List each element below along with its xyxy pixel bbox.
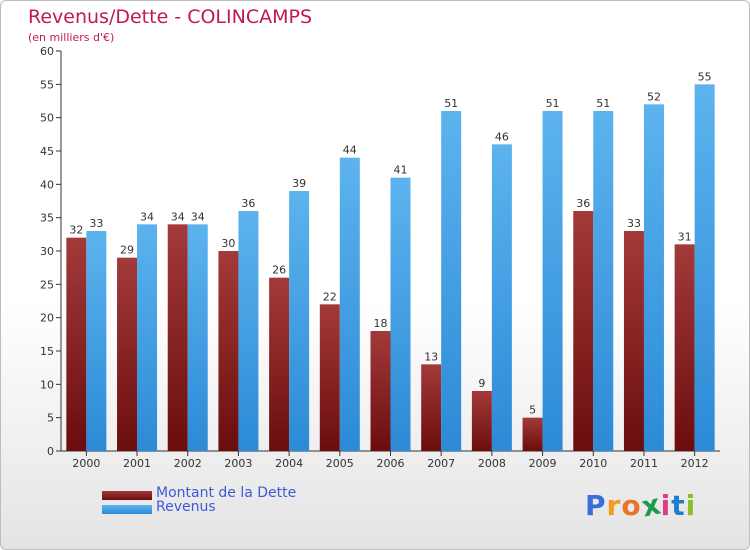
dette-bar (471, 391, 492, 451)
dette-value-label: 33 (627, 217, 641, 230)
x-tick-label: 2006 (377, 457, 405, 470)
dette-bar (421, 364, 442, 451)
chart-title: Revenus/Dette - COLINCAMPS (28, 6, 312, 28)
dette-bar (167, 224, 188, 451)
logo-letter: t (671, 489, 686, 522)
logo-letter: r (606, 489, 622, 522)
legend-label-dette: Montant de la Dette (156, 485, 297, 501)
x-tick-label: 2007 (427, 457, 455, 470)
y-tick-label: 55 (40, 78, 54, 91)
dette-bar (674, 244, 695, 451)
revenus-value-label: 55 (698, 70, 712, 83)
revenus-bar (289, 191, 310, 451)
y-tick-label: 50 (40, 112, 54, 125)
dette-bar (370, 331, 391, 451)
revenus-bar (593, 111, 614, 451)
y-tick-label: 5 (47, 412, 54, 425)
y-tick-label: 20 (40, 312, 54, 325)
revenus-bar (137, 224, 158, 451)
y-tick-label: 25 (40, 278, 54, 291)
revenus-value-label: 51 (546, 97, 560, 110)
dette-value-label: 9 (478, 377, 485, 390)
revenus-value-label: 34 (140, 210, 154, 223)
x-tick-label: 2005 (326, 457, 354, 470)
logo-letter: P (585, 489, 607, 522)
dette-value-label: 29 (120, 244, 134, 257)
y-tick-label: 45 (40, 145, 54, 158)
y-tick-label: 40 (40, 178, 54, 191)
revenus-bar (86, 231, 107, 451)
revenus-bar (542, 111, 563, 451)
revenus-value-label: 51 (596, 97, 610, 110)
x-tick-label: 2012 (681, 457, 709, 470)
dette-value-label: 22 (323, 290, 337, 303)
revenus-bar (643, 104, 664, 451)
revenus-value-label: 51 (444, 97, 458, 110)
revenus-bar (390, 177, 411, 451)
x-tick-label: 2002 (174, 457, 202, 470)
dette-bar (623, 231, 644, 451)
y-tick-label: 10 (40, 378, 54, 391)
logo-letter: i (685, 489, 697, 522)
revenus-bar (694, 84, 715, 451)
legend-swatch-dette (102, 491, 152, 500)
revenus-bar (238, 211, 259, 451)
dette-bar (218, 251, 239, 451)
revenus-value-label: 33 (89, 217, 103, 230)
revenus-value-label: 39 (292, 177, 306, 190)
x-tick-label: 2009 (529, 457, 557, 470)
dette-value-label: 32 (69, 224, 83, 237)
revenus-value-label: 52 (647, 90, 661, 103)
dette-bar (269, 277, 290, 451)
x-tick-label: 2011 (630, 457, 658, 470)
y-tick-label: 30 (40, 245, 54, 258)
x-tick-label: 2008 (478, 457, 506, 470)
logo-letter: i (660, 489, 672, 522)
dette-bar (522, 417, 543, 451)
x-tick-label: 2010 (579, 457, 607, 470)
dette-value-label: 5 (529, 404, 536, 417)
revenus-bar (441, 111, 462, 451)
legend-swatch-revenus (102, 505, 152, 514)
proxiti-logo: Proxiti (585, 487, 697, 523)
dette-value-label: 30 (221, 237, 235, 250)
chart-subtitle: (en milliers d'€) (28, 31, 115, 44)
revenus-value-label: 41 (394, 164, 408, 177)
dette-value-label: 31 (678, 230, 692, 243)
dette-bar (117, 257, 138, 451)
y-tick-label: 35 (40, 212, 54, 225)
x-tick-label: 2000 (72, 457, 100, 470)
dette-value-label: 36 (576, 197, 590, 210)
revenus-bar (491, 144, 512, 452)
revenus-value-label: 36 (241, 197, 255, 210)
revenus-value-label: 34 (191, 210, 205, 223)
y-tick-label: 60 (40, 45, 54, 58)
x-tick-label: 2003 (224, 457, 252, 470)
revenus-bar (187, 224, 208, 451)
dette-value-label: 13 (424, 350, 438, 363)
dette-bar (573, 211, 594, 451)
y-tick-label: 15 (40, 345, 54, 358)
dette-bar (66, 237, 87, 451)
x-tick-label: 2004 (275, 457, 303, 470)
revenus-value-label: 44 (343, 144, 357, 157)
x-tick-label: 2001 (123, 457, 151, 470)
revenus-bar (339, 157, 360, 451)
dette-bar (319, 304, 340, 451)
revenus-value-label: 46 (495, 130, 509, 143)
dette-value-label: 34 (171, 210, 185, 223)
legend-label-revenus: Revenus (156, 499, 216, 515)
dette-value-label: 18 (374, 317, 388, 330)
logo-letter: o (621, 489, 642, 522)
dette-value-label: 26 (272, 264, 286, 277)
y-tick-label: 0 (47, 445, 54, 458)
